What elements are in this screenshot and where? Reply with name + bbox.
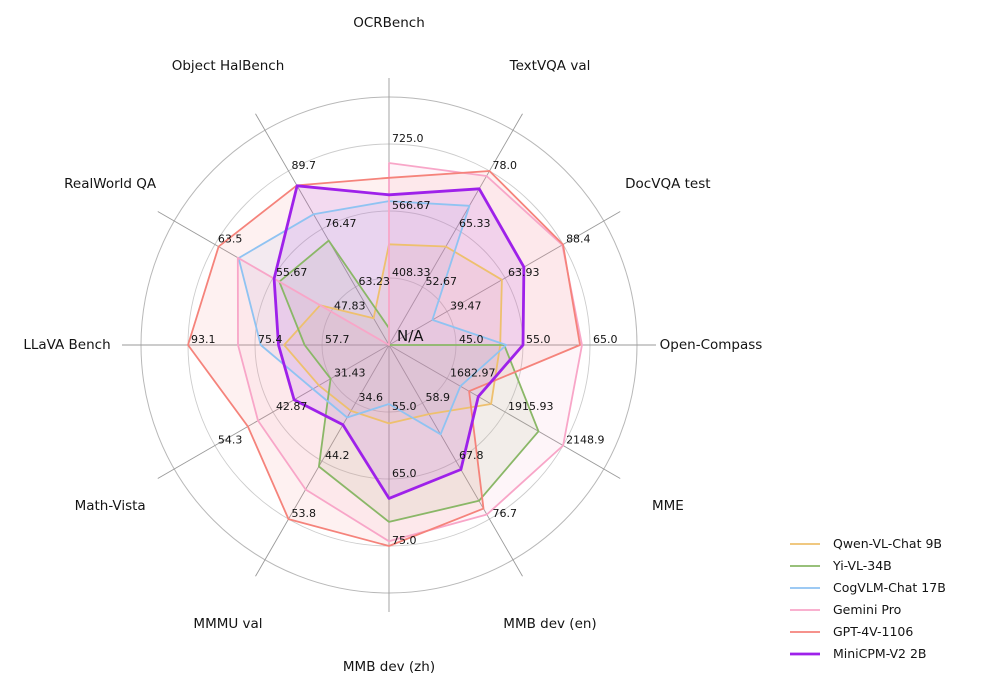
tick-label-llava-bench-2: 75.4	[258, 333, 283, 346]
legend-item-gpt-4v-1106: GPT-4V-1106	[790, 624, 913, 639]
tick-label-mmmu-val-3: 53.8	[292, 507, 317, 520]
tick-label-mmb-dev-en-2: 67.8	[459, 449, 484, 462]
axis-title-mmb-dev-zh: MMB dev (zh)	[343, 659, 435, 675]
tick-label-object-halbench-2: 76.47	[325, 217, 357, 230]
tick-label-object-halbench-3: 89.7	[292, 159, 317, 172]
axis-title-open-compass: Open-Compass	[660, 337, 763, 353]
tick-label-textvqa-val-3: 78.0	[493, 159, 518, 172]
legend-label-gpt-4v-1106: GPT-4V-1106	[833, 624, 913, 639]
series-lines	[187, 162, 583, 547]
axis-title-mme: MME	[652, 498, 684, 514]
legend-item-yi-vl-34b: Yi-VL-34B	[790, 558, 892, 573]
axis-title-textvqa-val: TextVQA val	[509, 58, 591, 74]
tick-label-textvqa-val-1: 52.67	[426, 275, 458, 288]
tick-label-math-vista-1: 31.43	[334, 367, 366, 380]
axis-title-mmb-dev-en: MMB dev (en)	[503, 616, 596, 632]
axis-spoke-mmb-dev-en	[388, 344, 523, 577]
tick-label-mme-2: 1915.93	[508, 400, 553, 413]
axis-spoke-textvqa-val	[388, 113, 523, 346]
tick-label-mmmu-val-2: 44.2	[325, 449, 350, 462]
axis-spoke-mme	[388, 344, 621, 479]
legend-label-qwen-vl-chat-9b: Qwen-VL-Chat 9B	[833, 536, 942, 551]
tick-label-ocrbench-2: 566.67	[392, 199, 431, 212]
legend-label-gemini-pro: Gemini Pro	[833, 602, 901, 617]
tick-label-open-compass-1: 45.0	[459, 333, 484, 346]
tick-label-open-compass-3: 65.0	[593, 333, 618, 346]
tick-label-object-halbench-1: 63.23	[359, 275, 391, 288]
legend-label-cogvlm-chat-17b: CogVLM-Chat 17B	[833, 580, 946, 595]
legend-item-minicpm-v2-2b: MiniCPM-V2 2B	[790, 646, 927, 661]
legend-item-qwen-vl-chat-9b: Qwen-VL-Chat 9B	[790, 536, 942, 551]
tick-label-mmb-dev-zh-2: 65.0	[392, 467, 417, 480]
tick-label-math-vista-2: 42.87	[276, 400, 308, 413]
axis-spoke-docvqa-test	[388, 211, 621, 346]
tick-label-llava-bench-3: 93.1	[191, 333, 216, 346]
axis-titles: OCRBench TextVQA val DocVQA test Open-Compa…	[23, 15, 762, 675]
tick-label-mmb-dev-zh-3: 75.0	[392, 534, 417, 547]
polar-grid	[122, 78, 656, 612]
tick-labels: 408.33 566.67 725.0 52.67 65.33 78.0 39.47 63.9…	[191, 132, 618, 547]
series-fill-qwen-vl-chat-9b	[284, 244, 502, 424]
tick-label-realworld-qa-2: 55.67	[276, 266, 308, 279]
axis-spoke-mmmu-val	[255, 344, 390, 577]
tick-label-mme-3: 2148.9	[566, 434, 605, 447]
axis-title-math-vista: Math-Vista	[75, 498, 146, 514]
tick-label-realworld-qa-1: 47.83	[334, 300, 366, 313]
axis-title-docvqa-test: DocVQA test	[625, 176, 710, 192]
legend-label-yi-vl-34b: Yi-VL-34B	[832, 558, 892, 573]
series-fill-gemini-pro	[237, 163, 583, 542]
tick-label-textvqa-val-2: 65.33	[459, 217, 491, 230]
tick-label-mme-1: 1682.97	[450, 367, 496, 380]
center-na-label: N/A	[397, 327, 424, 345]
legend-label-minicpm-v2-2b: MiniCPM-V2 2B	[833, 646, 927, 661]
tick-label-mmb-dev-zh-1: 55.0	[392, 400, 417, 413]
legend: Qwen-VL-Chat 9B Yi-VL-34B CogVLM-Chat 17B G…	[790, 536, 946, 661]
axis-spoke-object-halbench	[255, 113, 390, 346]
tick-label-math-vista-3: 54.3	[218, 434, 243, 447]
tick-label-mmmu-val-1: 34.6	[359, 391, 384, 404]
legend-item-gemini-pro: Gemini Pro	[790, 602, 901, 617]
tick-label-docvqa-test-2: 63.93	[508, 266, 539, 279]
series-line-minicpm-v2-2b	[272, 184, 526, 500]
tick-label-mmb-dev-en-3: 76.7	[493, 507, 518, 520]
axis-spoke-math-vista	[157, 344, 390, 479]
tick-label-docvqa-test-1: 39.47	[450, 300, 482, 313]
axis-title-mmmu-val: MMMU val	[193, 616, 262, 632]
axis-title-object-halbench: Object HalBench	[172, 58, 285, 74]
legend-item-cogvlm-chat-17b: CogVLM-Chat 17B	[790, 580, 946, 595]
series-fill-gpt-4v-1106	[188, 171, 580, 546]
series-fills	[188, 163, 583, 546]
tick-label-ocrbench-1: 408.33	[392, 266, 431, 279]
axis-title-realworld-qa: RealWorld QA	[64, 176, 157, 192]
series-line-gpt-4v-1106	[187, 170, 581, 547]
tick-label-docvqa-test-3: 88.4	[566, 233, 591, 246]
series-line-yi-vl-34b	[278, 239, 540, 523]
axis-title-ocrbench: OCRBench	[353, 15, 425, 31]
tick-label-llava-bench-1: 57.7	[325, 333, 350, 346]
tick-label-open-compass-2: 55.0	[526, 333, 551, 346]
tick-label-realworld-qa-3: 63.5	[218, 233, 243, 246]
tick-label-ocrbench-3: 725.0	[392, 132, 424, 145]
tick-label-mmb-dev-en-1: 58.9	[426, 391, 451, 404]
axis-title-llava-bench: LLaVA Bench	[23, 337, 110, 353]
